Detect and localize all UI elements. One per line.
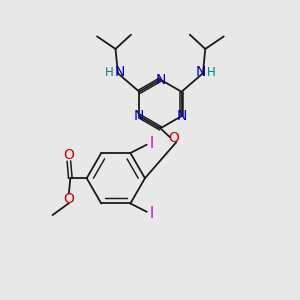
Text: O: O — [168, 131, 179, 146]
Text: H: H — [105, 66, 114, 79]
Text: O: O — [63, 148, 74, 162]
Text: N: N — [155, 73, 166, 87]
Text: O: O — [63, 192, 74, 206]
Text: N: N — [176, 109, 187, 123]
Text: I: I — [149, 136, 154, 151]
Text: I: I — [149, 206, 154, 221]
Text: N: N — [134, 109, 145, 123]
Text: N: N — [115, 65, 125, 79]
Text: H: H — [207, 66, 216, 79]
Text: N: N — [195, 65, 206, 79]
